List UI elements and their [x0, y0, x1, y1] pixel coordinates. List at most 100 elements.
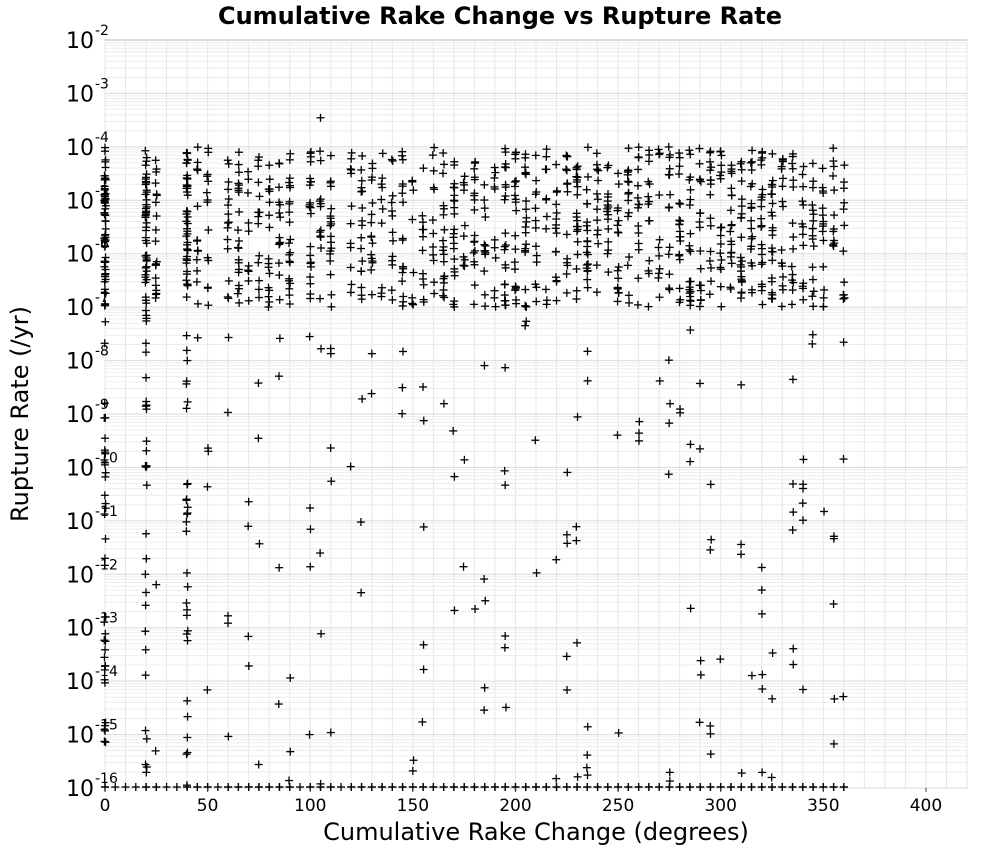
data-point: [182, 346, 191, 355]
data-point: [531, 280, 540, 289]
data-point: [182, 517, 191, 526]
y-tick-exponent: -16: [95, 771, 118, 787]
data-point: [182, 184, 191, 193]
data-point: [326, 232, 335, 241]
data-point: [141, 760, 150, 769]
data-point: [439, 291, 448, 300]
data-point: [449, 783, 458, 791]
data-point: [768, 226, 777, 235]
data-point: [655, 783, 664, 791]
data-point: [100, 618, 109, 627]
data-point: [224, 195, 233, 204]
data-point: [634, 436, 643, 445]
data-point: [758, 258, 767, 267]
data-point: [367, 389, 376, 398]
data-point: [573, 783, 582, 791]
data-point: [788, 159, 797, 168]
data-point: [459, 562, 468, 571]
data-point: [685, 201, 694, 210]
y-tick-label: 10-6: [66, 237, 109, 268]
data-point: [614, 169, 623, 178]
data-point: [265, 161, 274, 170]
data-point: [676, 295, 685, 304]
data-point: [665, 419, 674, 428]
data-point: [192, 277, 201, 286]
data-point: [347, 202, 356, 211]
data-point: [460, 783, 469, 791]
data-point: [182, 159, 191, 168]
data-point: [830, 186, 839, 195]
data-point: [696, 783, 705, 791]
data-point: [480, 290, 489, 299]
data-point: [706, 157, 715, 166]
data-point: [747, 216, 756, 225]
data-point: [573, 412, 582, 421]
data-point: [305, 202, 314, 211]
data-point: [789, 176, 798, 185]
data-point: [696, 264, 705, 273]
data-point: [141, 601, 150, 610]
data-point: [706, 721, 715, 730]
data-point: [398, 182, 407, 191]
y-tick-base: 10: [66, 670, 94, 695]
data-point: [542, 212, 551, 221]
data-point: [501, 229, 510, 238]
data-point: [583, 751, 592, 760]
data-point: [789, 479, 798, 488]
data-point: [204, 177, 213, 186]
y-tick-exponent: -9: [95, 397, 109, 413]
data-point: [593, 226, 602, 235]
data-point: [726, 206, 735, 215]
data-point: [306, 279, 315, 288]
data-point: [429, 242, 438, 251]
x-tick-label: 50: [197, 796, 219, 816]
data-point: [409, 268, 418, 277]
data-point: [593, 783, 602, 791]
data-point: [450, 255, 459, 264]
data-point: [695, 217, 704, 226]
data-point: [233, 226, 242, 235]
data-point: [613, 221, 622, 230]
y-tick-exponent: -8: [95, 344, 109, 360]
data-point: [696, 670, 705, 679]
data-point: [224, 185, 233, 194]
data-point: [511, 231, 520, 240]
data-point: [265, 297, 274, 306]
data-point: [101, 534, 110, 543]
data-point: [758, 685, 767, 694]
data-point: [356, 518, 365, 527]
data-point: [182, 270, 191, 279]
y-tick-label: 10-10: [66, 450, 118, 481]
data-point: [449, 233, 458, 242]
data-point: [737, 202, 746, 211]
data-point: [552, 774, 561, 783]
data-point: [234, 244, 243, 253]
data-point: [490, 173, 499, 182]
data-point: [675, 284, 684, 293]
data-point: [665, 153, 674, 162]
data-point: [326, 783, 335, 791]
data-point: [141, 251, 150, 260]
data-point: [531, 436, 540, 445]
data-point: [470, 257, 479, 266]
data-point: [101, 434, 110, 443]
plot-area: [100, 39, 968, 791]
data-point: [840, 278, 849, 287]
data-point: [747, 285, 756, 294]
data-point: [100, 510, 109, 519]
data-point: [244, 522, 253, 531]
data-point: [142, 446, 151, 455]
data-point: [254, 162, 263, 171]
data-point: [305, 730, 314, 739]
data-point: [357, 221, 366, 230]
data-point: [408, 766, 417, 775]
data-point: [788, 375, 797, 384]
data-point: [696, 177, 705, 186]
data-point: [469, 248, 478, 257]
data-point: [203, 482, 212, 491]
data-point: [768, 648, 777, 657]
data-point: [634, 429, 643, 438]
data-point: [541, 285, 550, 294]
data-point: [767, 208, 776, 217]
data-point: [603, 783, 612, 791]
